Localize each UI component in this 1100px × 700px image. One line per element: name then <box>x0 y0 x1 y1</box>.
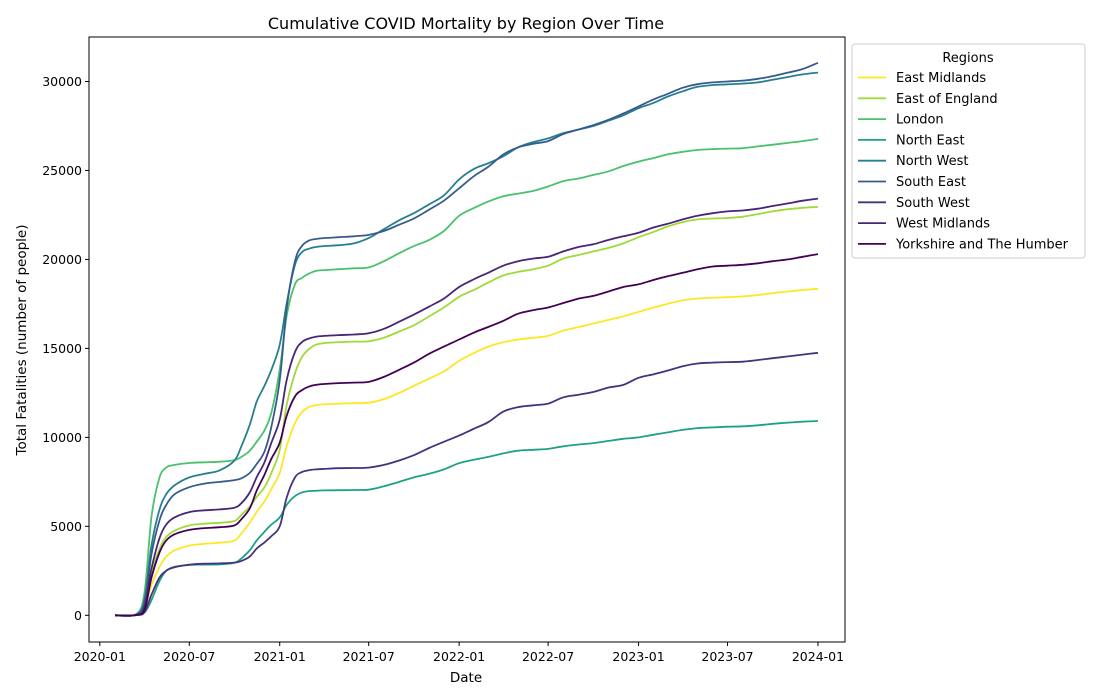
legend-label: London <box>896 113 944 128</box>
legend-items: East Midlands East of England London North … <box>858 71 1069 252</box>
y-tick-label: 20000 <box>42 252 82 267</box>
series-line-0 <box>115 287 819 617</box>
x-tick-label: 2022-01 <box>433 649 485 664</box>
legend-label: West Midlands <box>896 217 990 232</box>
legend-label: North West <box>896 154 968 169</box>
series-line-6 <box>115 351 819 617</box>
series-line-1 <box>115 206 819 617</box>
legend-label: Yorkshire and The Humber <box>895 237 1069 252</box>
y-tick-label: 25000 <box>42 163 82 178</box>
y-axis-label: Total Fatalities (number of people) <box>14 225 30 457</box>
series-line-7 <box>115 197 819 617</box>
legend-label: South East <box>896 175 966 190</box>
x-tick-label: 2024-01 <box>792 649 844 664</box>
x-axis-ticks: 2020-01 2020-07 2021-01 2021-07 2022-01 2022-… <box>74 642 844 664</box>
series-line-2 <box>115 137 819 617</box>
plot-area-frame <box>88 36 846 643</box>
x-tick-label: 2021-01 <box>254 649 306 664</box>
y-tick-label: 15000 <box>42 341 82 356</box>
x-tick-label: 2023-01 <box>612 649 664 664</box>
series-line-8 <box>115 253 819 617</box>
legend: Regions East Midlands East of England Lond… <box>851 43 1086 259</box>
plot-lines <box>115 61 819 617</box>
y-tick-label: 30000 <box>42 74 82 89</box>
x-tick-label: 2021-07 <box>343 649 395 664</box>
series-line-4 <box>115 71 819 617</box>
x-tick-label: 2023-07 <box>701 649 753 664</box>
x-tick-label: 2022-07 <box>522 649 574 664</box>
y-tick-label: 5000 <box>50 519 82 534</box>
chart-title: Cumulative COVID Mortality by Region Ove… <box>268 14 664 33</box>
legend-label: East of England <box>896 92 998 107</box>
legend-label: East Midlands <box>896 71 986 86</box>
series-line-5 <box>115 61 819 617</box>
series-line-3 <box>115 420 819 617</box>
legend-label: South West <box>896 196 970 211</box>
y-tick-label: 10000 <box>42 430 82 445</box>
legend-title: Regions <box>942 51 994 66</box>
legend-label: North East <box>896 133 965 148</box>
y-axis-ticks: 0 5000 10000 15000 20000 25000 30000 <box>42 74 89 623</box>
x-axis-label: Date <box>450 670 482 686</box>
y-tick-label: 0 <box>74 608 82 623</box>
x-tick-label: 2020-07 <box>163 649 215 664</box>
legend-frame <box>851 43 1086 259</box>
x-tick-label: 2020-01 <box>74 649 126 664</box>
